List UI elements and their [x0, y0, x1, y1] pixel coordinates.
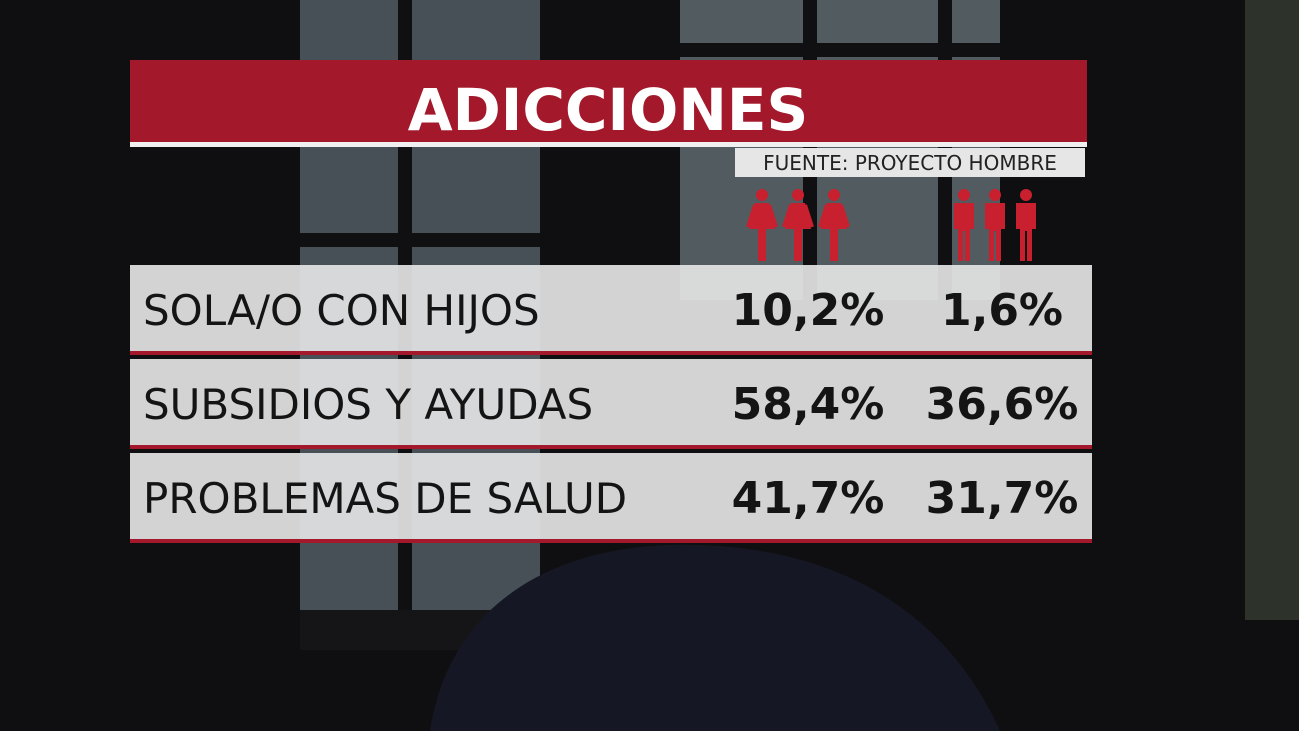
- table: SOLA/O CON HIJOS 10,2% 1,6% SUBSIDIOS Y AYU…: [130, 265, 1092, 543]
- row-bg: [130, 359, 1092, 445]
- men-value: 31,7%: [926, 473, 1079, 524]
- source-box: [735, 148, 1085, 177]
- women-value: 41,7%: [732, 473, 885, 524]
- row-bg: [130, 265, 1092, 351]
- row-label: SOLA/O CON HIJOS: [143, 286, 540, 335]
- row-rule: [130, 351, 1092, 355]
- title: ADICCIONES: [408, 76, 809, 144]
- women-value: 58,4%: [732, 379, 885, 430]
- women-icon: [746, 187, 850, 263]
- row-label: PROBLEMAS DE SALUD: [143, 474, 627, 523]
- row-rule: [130, 539, 1092, 543]
- men-value: 36,6%: [926, 379, 1079, 430]
- title-bar: [130, 60, 1087, 142]
- row-bg: [130, 453, 1092, 539]
- source: FUENTE: PROYECTO HOMBRE: [763, 151, 1057, 175]
- row-rule: [130, 445, 1092, 449]
- title-underline: [130, 142, 1087, 147]
- men-value: 1,6%: [941, 285, 1063, 336]
- row-label: SUBSIDIOS Y AYUDAS: [143, 380, 593, 429]
- women-value: 10,2%: [732, 285, 885, 336]
